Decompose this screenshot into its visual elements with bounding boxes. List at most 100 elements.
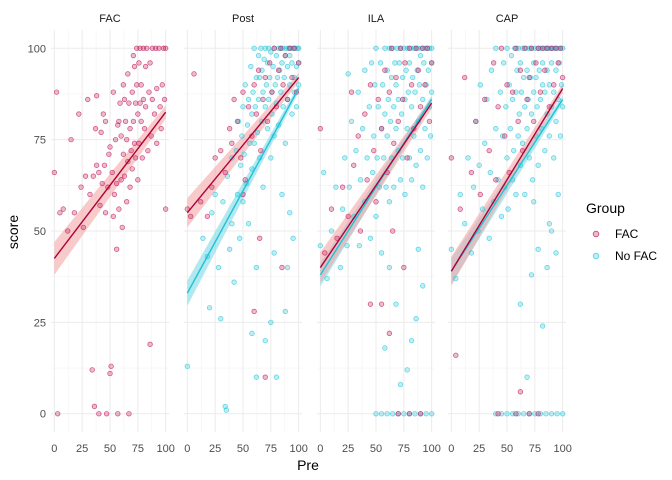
data-point xyxy=(542,67,548,73)
y-tick-label: 0 xyxy=(40,409,46,421)
data-point xyxy=(521,74,527,81)
data-point xyxy=(116,118,122,125)
data-point xyxy=(231,279,237,285)
data-point xyxy=(377,60,384,66)
data-point xyxy=(453,275,459,282)
data-point xyxy=(85,96,91,103)
data-point xyxy=(508,52,515,59)
data-point xyxy=(362,67,368,73)
data-point xyxy=(373,213,379,220)
data-point xyxy=(417,52,424,59)
data-point xyxy=(368,60,375,66)
data-point xyxy=(517,60,524,66)
data-point xyxy=(198,199,204,205)
data-point xyxy=(257,235,263,241)
data-point xyxy=(378,126,385,132)
data-point xyxy=(560,74,566,81)
data-point xyxy=(253,264,260,271)
data-point xyxy=(158,126,164,132)
data-point xyxy=(293,104,300,110)
data-point xyxy=(412,411,418,417)
data-point xyxy=(429,411,435,417)
data-point xyxy=(106,151,112,157)
data-point xyxy=(159,82,165,88)
data-point xyxy=(287,52,293,59)
data-point xyxy=(339,206,346,212)
y-tick-label: 100 xyxy=(28,43,46,55)
data-point xyxy=(271,45,277,51)
data-point xyxy=(396,60,403,66)
data-point xyxy=(242,82,248,88)
data-point xyxy=(402,191,408,198)
data-point xyxy=(406,60,413,66)
data-point xyxy=(487,169,493,176)
data-point xyxy=(528,45,535,51)
data-point xyxy=(416,82,423,88)
data-point xyxy=(551,89,557,95)
data-point xyxy=(215,264,222,271)
data-point xyxy=(112,136,119,143)
data-point xyxy=(65,228,71,234)
data-point xyxy=(109,169,115,176)
data-point xyxy=(188,213,194,220)
data-point xyxy=(251,82,257,88)
data-point xyxy=(364,155,370,161)
data-point xyxy=(422,82,428,88)
data-point xyxy=(524,67,530,73)
data-point xyxy=(270,63,276,70)
data-point xyxy=(524,126,530,132)
data-point xyxy=(252,104,258,110)
data-point xyxy=(55,411,61,417)
data-point xyxy=(554,411,560,417)
data-point xyxy=(386,199,393,205)
data-point xyxy=(282,140,288,146)
data-point xyxy=(362,111,368,117)
data-point xyxy=(91,403,98,410)
data-point xyxy=(509,89,516,95)
data-point xyxy=(386,264,393,271)
data-point xyxy=(424,45,430,51)
data-point xyxy=(393,82,399,88)
data-point xyxy=(404,155,410,161)
data-point xyxy=(522,191,528,198)
data-point xyxy=(348,118,355,125)
data-point xyxy=(391,184,397,190)
data-point xyxy=(89,367,95,373)
data-point xyxy=(247,140,253,146)
data-point xyxy=(212,155,218,161)
data-point xyxy=(157,104,163,110)
data-point xyxy=(488,67,495,73)
facet-panel-ila: ILA 0 25 50 75 100 xyxy=(317,13,441,455)
facet-title-ila: ILA xyxy=(368,13,385,25)
data-point xyxy=(53,89,60,95)
data-point xyxy=(424,155,430,161)
data-point xyxy=(147,341,153,347)
data-point xyxy=(539,323,546,329)
legend-key-no-fac xyxy=(592,252,600,260)
data-point xyxy=(515,133,521,139)
data-point xyxy=(258,147,264,154)
data-point xyxy=(251,45,257,51)
data-point xyxy=(120,82,127,88)
data-point xyxy=(533,60,539,66)
data-point xyxy=(507,126,513,132)
data-point xyxy=(558,82,565,88)
data-point xyxy=(328,206,335,212)
data-point xyxy=(135,111,141,117)
data-point xyxy=(251,140,257,146)
data-point xyxy=(128,147,134,154)
data-point xyxy=(151,111,158,117)
legend-title: Group xyxy=(586,200,625,216)
data-point xyxy=(261,56,267,62)
data-point xyxy=(163,45,169,51)
data-point xyxy=(544,264,550,271)
data-point xyxy=(250,89,256,95)
data-point xyxy=(415,246,421,252)
data-point xyxy=(116,206,122,212)
data-point xyxy=(346,184,352,190)
x-tick-label: 0 xyxy=(51,443,57,455)
data-point xyxy=(154,85,160,92)
data-point xyxy=(107,370,113,377)
data-point xyxy=(425,67,431,73)
data-point xyxy=(258,45,264,51)
